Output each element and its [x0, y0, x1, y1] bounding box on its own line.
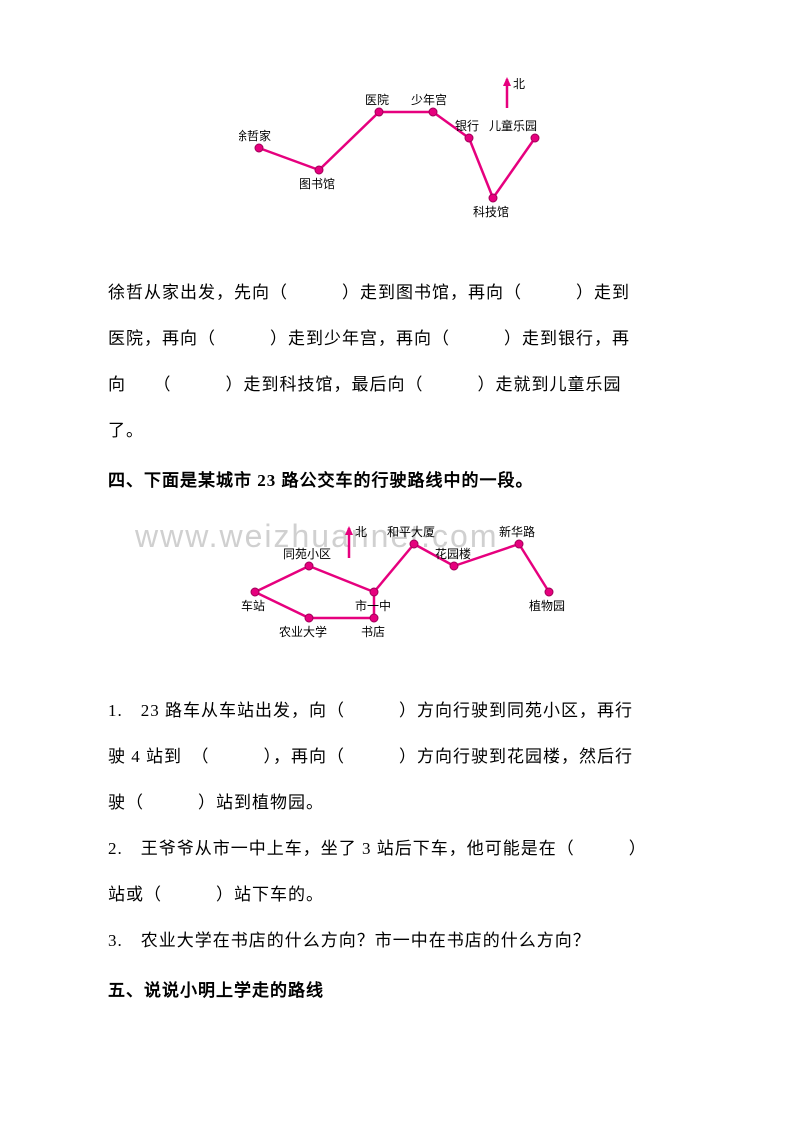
q4-1-line2: 驶 4 站到 （ ），再向（ ）方向行驶到花园楼，然后行 [108, 734, 700, 780]
question-4-3: 3. 农业大学在书店的什么方向？市一中在书店的什么方向？ [108, 918, 700, 964]
svg-text:银行: 银行 [455, 119, 479, 133]
q3-line2: 医院，再向（ ）走到少年宫，再向（ ）走到银行，再 [108, 316, 700, 362]
svg-text:书店: 书店 [361, 625, 385, 639]
heading-5: 五、说说小明上学走的路线 [108, 970, 700, 1012]
q4-1-line1: 1. 23 路车从车站出发，向（ ）方向行驶到同苑小区，再行 [108, 688, 700, 734]
svg-text:图书馆: 图书馆 [299, 176, 335, 191]
svg-text:徐哲家: 徐哲家 [239, 128, 271, 143]
diagram-xuzhe-route: 北徐哲家图书馆 医院 少年宫银行科技馆 儿童乐园 [108, 70, 700, 230]
svg-text:北: 北 [513, 77, 525, 91]
svg-text:北: 北 [355, 525, 367, 539]
svg-text:同苑小区: 同苑小区 [283, 547, 331, 561]
q3-line1: 徐哲从家出发，先向（ ）走到图书馆，再向（ ）走到 [108, 270, 700, 316]
svg-text:新华路: 新华路 [499, 524, 535, 539]
svg-text:市一中: 市一中 [355, 598, 391, 613]
q4-2-line2: 站或（ ）站下车的。 [108, 872, 700, 918]
svg-text:植物园: 植物园 [529, 598, 565, 613]
question-4-1: 1. 23 路车从车站出发，向（ ）方向行驶到同苑小区，再行 驶 4 站到 （ … [108, 688, 700, 826]
page: 北徐哲家图书馆医院少年宫银行科技馆儿童乐园 徐哲从家出发，先向（ ）走到图书馆，… [0, 0, 800, 1072]
svg-text:少年宫: 少年宫 [411, 92, 447, 107]
heading-4: 四、下面是某城市 23 路公交车的行驶路线中的一段。 [108, 460, 700, 502]
diagram-bus-23: 北车站 同苑小区农业大学 市一中书店 和平大厦花园楼 新华路植物园 [108, 522, 700, 652]
q4-1-line3: 驶（ ）站到植物园。 [108, 780, 700, 826]
svg-text:医院: 医院 [365, 93, 389, 107]
svg-text:农业大学: 农业大学 [279, 624, 327, 639]
q4-2-line1: 2. 王爷爷从市一中上车，坐了 3 站后下车，他可能是在（ ） [108, 826, 700, 872]
q3-line3: 向 （ ）走到科技馆，最后向（ ）走就到儿童乐园 [108, 362, 700, 408]
svg-text:儿童乐园: 儿童乐园 [489, 118, 537, 133]
question-4-2: 2. 王爷爷从市一中上车，坐了 3 站后下车，他可能是在（ ） 站或（ ）站下车… [108, 826, 700, 918]
question-3-text: 徐哲从家出发，先向（ ）走到图书馆，再向（ ）走到 医院，再向（ ）走到少年宫，… [108, 270, 700, 454]
q3-line4: 了。 [108, 408, 700, 454]
svg-text:车站: 车站 [241, 598, 265, 613]
svg-text:科技馆: 科技馆 [473, 204, 509, 219]
svg-text:花园楼: 花园楼 [435, 546, 471, 561]
svg-text:和平大厦: 和平大厦 [387, 525, 435, 539]
